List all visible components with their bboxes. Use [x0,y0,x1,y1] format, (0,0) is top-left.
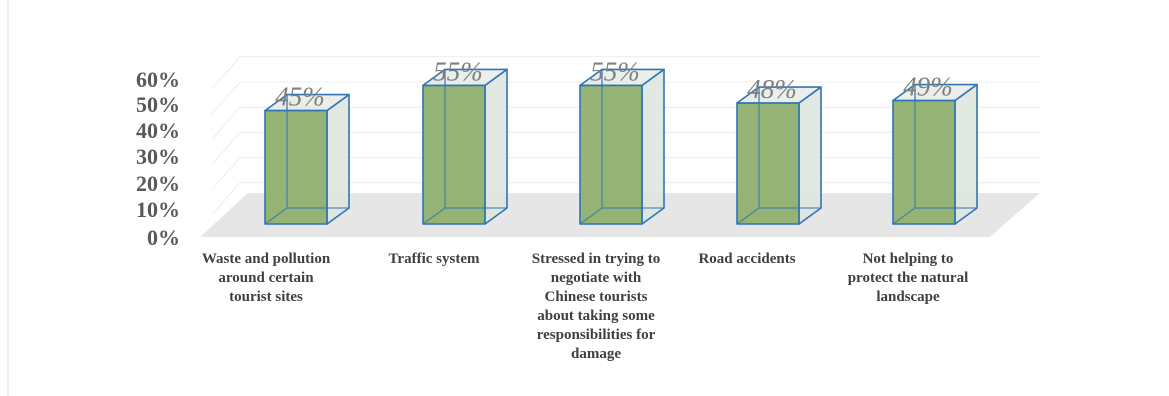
y-axis: 0% 10%20%30%40%50%60% [136,67,180,250]
x-category-label-line: responsibilities for [537,327,656,343]
x-category-label-line: Chinese tourists [545,289,648,305]
y-tick-label: 0% [147,225,180,250]
x-category-label-line: protect the natural [848,270,969,286]
bar-side-face [954,83,978,225]
x-axis: Waste and pollution around certain tourist… [202,251,968,362]
x-category-label: Road accidents [698,251,795,267]
bar [736,86,822,225]
x-category-label-line: around certain [218,270,314,286]
y-tick-label: 40% [136,118,180,143]
x-category-label-line: tourist sites [229,289,303,305]
bar-front-face [264,109,328,225]
bar-side-face [641,68,665,225]
back-wall-gridlines [211,56,1040,216]
y-tick-label: 30% [136,144,180,169]
data-labels: 45% 55% 55% 48% 49% [275,56,953,111]
bar-side-face [798,86,822,225]
y-tick-label: 60% [136,67,180,92]
bar-side-face [326,93,350,225]
x-category-label-line: Waste and pollution [202,251,331,267]
x-category-label-line: negotiate with [551,270,642,286]
bar [264,93,350,225]
bar [892,83,978,225]
gridline [211,56,1040,90]
y-tick-label: 50% [136,92,180,117]
bar [422,68,508,225]
x-category-label-line: about taking some [537,308,655,324]
x-category-label: Traffic system [389,251,480,267]
bar-front-face [892,99,956,225]
bar-side-face [484,68,508,225]
y-tick-label: 10% [136,197,180,222]
x-category-label-line: damage [571,346,621,362]
x-category-label-line: Stressed in trying to [532,251,660,267]
data-label: 55% [433,56,483,86]
x-category-label-line: Road accidents [698,251,795,267]
x-category-label-line: Traffic system [389,251,480,267]
bar-front-face [422,84,486,225]
x-category-label-line: landscape [876,289,940,305]
x-category-label: Waste and pollution around certain tourist… [202,251,331,305]
bar [579,68,665,225]
data-label: 48% [747,74,797,104]
x-category-label: Stressed in trying to negotiate with Chine… [532,251,660,362]
gridline [211,81,1040,115]
bar-front-face [579,84,643,225]
y-tick-label: 20% [136,171,180,196]
x-category-label-line: Not helping to [863,251,954,267]
bar-front-face [736,102,800,225]
data-label: 49% [903,72,953,102]
bars [264,68,978,225]
data-label: 55% [590,56,640,86]
x-category-label: Not helping to protect the natural landsca… [848,251,969,305]
data-label: 45% [275,82,325,112]
